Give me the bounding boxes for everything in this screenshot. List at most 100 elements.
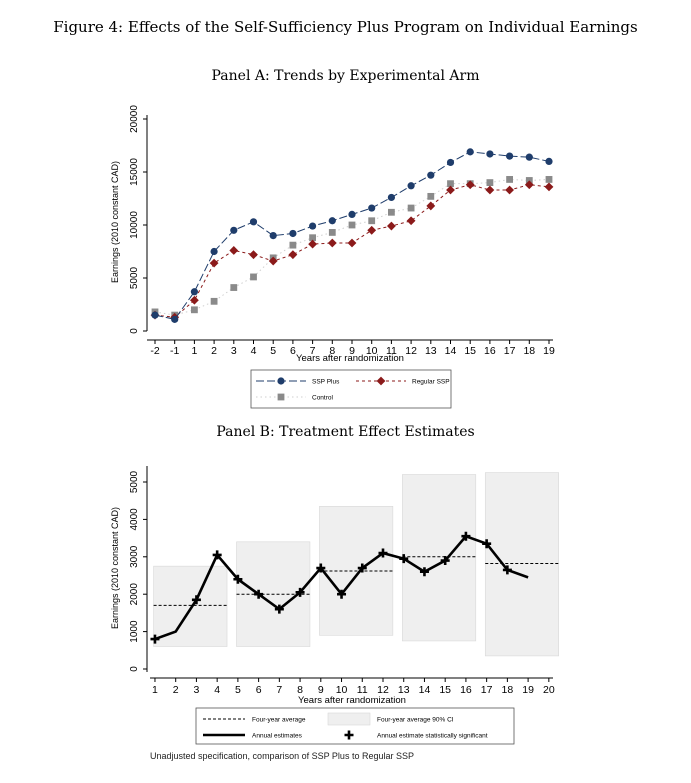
panel-b-y-tick-label: 5000 [129,470,140,493]
footnote: Unadjusted specification, comparison of … [150,751,414,761]
panel-b-x-tick-label: 13 [398,684,410,696]
panel-a-point [426,201,436,211]
panel-b-x-tick-label: 11 [357,684,368,696]
panel-a-legend-marker [376,376,386,386]
panel-b-legend-marker [344,730,354,740]
panel-b-x-tick-label: 2 [173,684,179,696]
panel-a-x-tick-label: 16 [484,345,496,357]
panel-a-point [388,208,395,216]
panel-a-y-tick-label: 20000 [129,105,140,133]
panel-a-point [328,217,336,225]
panel-b-significant-marker [482,539,492,549]
panel-b-ci-box [153,565,228,647]
panel-b-x-tick-label: 4 [214,684,220,696]
panel-a-point [387,221,396,231]
panel-b-x-tick-label: 10 [336,684,348,696]
panel-a-point [288,250,298,260]
panel-a-point [506,176,513,183]
panel-a-point [210,297,218,305]
panel-b-x-tick-label: 12 [377,684,389,696]
panel-a-x-tick-label: -1 [170,345,179,357]
panel-a-point [190,295,199,305]
panel-a-x-tick-label: 2 [211,345,217,357]
panel-b-significant-marker [316,563,326,573]
panel-a-point [446,158,455,167]
panel-a-point [190,288,198,296]
panel-a-legend-box [250,369,452,409]
panel-a-x-tick-label: -2 [150,345,159,357]
panel-a-x-tick-label: 3 [231,345,237,357]
panel-a-y-tick-label: 15000 [129,158,140,186]
panel-a-point [387,193,395,202]
panel-a-y-label: Earnings (2010 constant CAD) [110,161,120,283]
panel-b-significant-marker [357,563,367,573]
panel-b-y-tick-label: 3000 [129,545,140,568]
panel-b-title: Panel B: Treatment Effect Estimates [216,424,475,440]
panel-b-significant-marker [150,634,160,644]
panel-b-legend-label: Four-year average 90% CI [377,717,454,724]
panel-a-x-tick-label: 5 [270,345,276,357]
panel-a-point [309,222,317,230]
panel-a-x-tick-label: 14 [445,345,457,357]
panel-a-point [209,258,219,268]
panel-a-point [230,226,238,234]
panel-a-x-tick-label: 11 [386,345,397,357]
panel-a-point [505,185,514,195]
panel-b-significant-marker [502,565,512,575]
panel-a-point [348,221,356,229]
panel-b-y-tick-label: 4000 [129,508,140,531]
panel-a-point [289,229,297,238]
panel-b-significant-marker [212,550,222,560]
panel-a-legend-marker [277,393,285,401]
panel-b-x-tick-label: 7 [276,684,282,696]
panel-b-ci-box [402,474,477,642]
panel-a-point [465,180,475,190]
panel-b-x-tick-label: 20 [543,684,555,696]
panel-a-point [171,315,179,323]
panel-a-point [506,152,514,160]
panel-a-x-tick-label: 12 [405,345,417,357]
panel-b-significant-marker [337,589,347,599]
panel-a-point [367,225,377,235]
panel-b-y-label: Earnings (2010 constant CAD) [110,507,120,629]
panel-a-series-line [154,151,550,320]
panel-a-point [250,273,257,281]
panel-a-x-tick-label: 7 [310,345,316,357]
panel-a-legend-label: Regular SSP [412,379,450,386]
panel-a-point [427,171,435,179]
panel-a-point [309,234,316,242]
panel-a-title: Panel A: Trends by Experimental Arm [211,68,480,84]
panel-b-x-tick-label: 1 [152,684,158,696]
panel-a-point [368,204,376,212]
panel-b-legend-label: Four-year average [252,717,306,724]
panel-a-legend-marker [277,377,285,385]
panel-b-x-tick-label: 8 [297,684,303,696]
panel-a-point [545,157,553,165]
panel-a-x-tick-label: 17 [504,345,516,357]
panel-a-point [347,238,357,248]
panel-a-x-tick-label: 8 [329,345,335,357]
panel-a-point [427,192,435,200]
panel-a-point [328,229,336,236]
panel-b-y-tick-label: 1000 [129,620,140,643]
panel-a-point [486,179,494,186]
panel-a-point [229,246,239,255]
panel-b-x-tick-label: 15 [439,684,451,696]
panel-b-x-tick-label: 19 [522,684,534,696]
panel-a-point [151,311,159,319]
panel-a-x-tick-label: 6 [290,345,296,357]
panel-a-x-tick-label: 15 [464,345,476,357]
panel-a-point [269,232,277,240]
panel-b-significant-marker [274,604,284,614]
panel-b-significant-marker [191,595,201,605]
panel-b-x-tick-label: 6 [256,684,262,696]
panel-a-point [466,148,474,156]
panel-a-point [545,176,553,183]
panel-b-x-tick-label: 17 [481,684,493,696]
panel-a-point [249,218,258,226]
panel-a-point [485,185,495,195]
panel-a-point [368,217,376,225]
panel-a-point [308,239,317,249]
